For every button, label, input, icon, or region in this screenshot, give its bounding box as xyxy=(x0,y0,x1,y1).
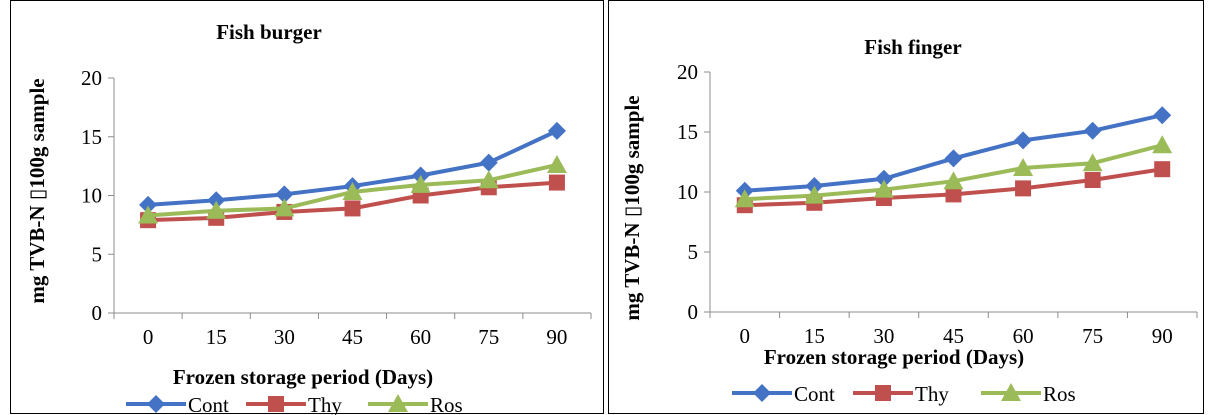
x-tick-label: 0 xyxy=(740,324,751,348)
x-tick-label: 45 xyxy=(342,325,363,349)
legend-label: Ros xyxy=(430,393,463,415)
series-ros xyxy=(138,154,567,224)
x-tick-label: 60 xyxy=(410,325,431,349)
data-point-ros xyxy=(1013,158,1034,176)
legend-item-cont: Cont xyxy=(126,393,229,415)
legend-item-ros: Ros xyxy=(368,393,463,415)
legend-marker xyxy=(875,385,891,401)
legend-label: Thy xyxy=(308,393,342,415)
chart-panel-fish-burger: Fish burger 0 5 10 15 20 0 15 30 45 60 75 90 Frozen s… xyxy=(10,0,604,415)
legend-item-ros: Ros xyxy=(981,382,1076,406)
data-point-thy xyxy=(1015,180,1032,197)
y-tick-label: 15 xyxy=(81,125,102,149)
data-point-ros xyxy=(734,189,755,208)
x-tick-label: 90 xyxy=(1152,324,1173,348)
legend-item-cont: Cont xyxy=(732,382,835,406)
data-point-thy xyxy=(548,174,565,191)
y-tick-label: 10 xyxy=(81,184,102,208)
chart-title: Fish burger xyxy=(216,20,322,44)
legend-label: Ros xyxy=(1043,382,1076,406)
data-point-cont xyxy=(479,153,498,172)
x-tick-label: 75 xyxy=(478,325,499,349)
legend-marker xyxy=(1001,383,1021,401)
y-tick-label: 5 xyxy=(92,242,103,266)
x-tick-label: 30 xyxy=(873,324,894,348)
chart-fish-burger: Fish burger 0 5 10 15 20 0 15 30 45 60 75 90 Frozen s… xyxy=(25,20,592,415)
data-point-cont xyxy=(1014,131,1033,150)
data-point-ros xyxy=(1152,135,1173,154)
x-tick-label: 60 xyxy=(1013,324,1034,348)
data-point-cont xyxy=(139,195,158,214)
data-point-ros xyxy=(410,174,431,193)
y-tick-label: 5 xyxy=(688,240,699,264)
y-tick-label: 20 xyxy=(677,60,698,84)
data-point-ros xyxy=(342,181,363,200)
series-ros xyxy=(734,135,1173,208)
data-point-thy xyxy=(1154,161,1171,178)
legend-item-thy: Thy xyxy=(246,393,342,415)
data-point-cont xyxy=(944,149,963,168)
legend-marker xyxy=(268,396,284,412)
data-point-cont xyxy=(547,121,566,140)
data-point-thy xyxy=(344,200,361,217)
y-tick-label: 10 xyxy=(677,180,698,204)
x-tick-label: 45 xyxy=(943,324,964,348)
legend-label: Cont xyxy=(188,393,229,415)
y-axis-title: mg TVB-N ▯100g sample xyxy=(620,95,644,320)
legend-label: Thy xyxy=(915,382,949,406)
y-axis-title: mg TVB-N ▯100g sample xyxy=(25,78,49,303)
chart-fish-finger: Fish finger 0 5 10 15 20 0 15 30 45 60 75 90 Frozen s… xyxy=(620,35,1198,406)
data-point-cont xyxy=(207,191,226,210)
data-point-thy xyxy=(945,186,962,203)
x-tick-label: 30 xyxy=(274,325,295,349)
data-point-ros xyxy=(206,200,227,219)
x-axis-title: Frozen storage period (Days) xyxy=(764,345,1024,369)
y-tick-label: 20 xyxy=(81,66,102,90)
data-point-thy xyxy=(1084,172,1101,188)
x-tick-label: 15 xyxy=(804,324,825,348)
y-tick-label: 0 xyxy=(688,300,699,324)
data-point-cont xyxy=(1083,121,1102,140)
x-axis-title: Frozen storage period (Days) xyxy=(173,365,433,389)
y-tick-label: 15 xyxy=(677,120,698,144)
series-cont xyxy=(139,121,566,214)
chart-panel-fish-finger: Fish finger 0 5 10 15 20 0 15 30 45 60 75 90 Frozen s… xyxy=(608,0,1204,414)
chart-title: Fish finger xyxy=(864,35,961,59)
x-tick-label: 75 xyxy=(1082,324,1103,348)
data-point-ros xyxy=(546,154,567,173)
data-point-cont xyxy=(275,185,294,204)
data-point-ros xyxy=(138,205,159,224)
x-tick-label: 15 xyxy=(206,325,227,349)
data-point-cont xyxy=(1153,106,1172,125)
y-tick-label: 0 xyxy=(92,301,103,325)
legend-marker xyxy=(147,395,165,413)
x-tick-label: 0 xyxy=(143,325,154,349)
legend-item-thy: Thy xyxy=(853,382,949,406)
legend-marker xyxy=(388,394,408,412)
legend-label: Cont xyxy=(794,382,835,406)
data-point-ros xyxy=(873,179,894,198)
data-point-ros xyxy=(478,170,499,189)
data-point-ros xyxy=(274,198,295,217)
data-point-cont xyxy=(874,169,893,188)
data-point-ros xyxy=(804,185,825,204)
data-point-ros xyxy=(1082,153,1103,172)
legend-marker xyxy=(753,384,771,402)
x-tick-label: 90 xyxy=(546,325,567,349)
data-point-ros xyxy=(943,171,964,190)
